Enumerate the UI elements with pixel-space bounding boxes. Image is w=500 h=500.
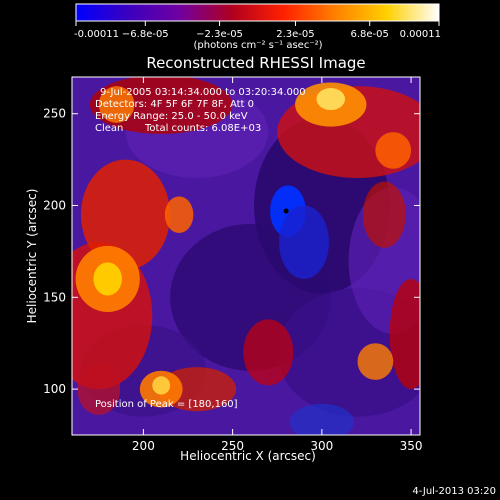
heatmap-blob	[93, 262, 122, 296]
heatmap-blob	[98, 86, 135, 123]
y-tick-label: 200	[43, 199, 66, 213]
colorbar-strip	[75, 3, 440, 22]
colorbar: -0.00011 −6.8e-05 −2.3e-05 2.3e-05 6.8e-05 0.…	[74, 3, 441, 51]
heatmap-blob	[164, 196, 194, 234]
y-axis-ticks: 100 150 200 250	[43, 107, 420, 396]
heatmap-blob	[357, 343, 394, 380]
colorbar-tick-label: 0.00011	[400, 29, 441, 40]
heatmap-blob	[375, 132, 412, 169]
x-axis-label: Heliocentric X (arcsec)	[180, 449, 316, 463]
plot-frame	[71, 76, 421, 436]
x-tick-label: 350	[400, 439, 423, 453]
x-axis-ticks: 200 250 300 350	[132, 77, 423, 453]
colorbar-tick-label: −2.3e-05	[196, 29, 243, 40]
colorbar-tick-label: −6.8e-05	[122, 29, 169, 40]
chart-title: Reconstructed RHESSI Image	[146, 54, 365, 72]
colorbar-units: (photons cm⁻² s⁻¹ asec⁻²)	[193, 40, 322, 51]
annotation-time-range: 9-Jul-2005 03:14:34.000 to 03:20:34.000	[100, 87, 306, 98]
annotation-detectors: Detectors: 4F 5F 6F 7F 8F, Att 0	[95, 99, 254, 110]
heatmap-blob	[152, 376, 171, 395]
y-tick-label: 250	[43, 107, 66, 121]
heatmap-blob	[289, 403, 354, 435]
annotation-energy: Energy Range: 25.0 - 50.0 keV	[95, 111, 248, 122]
x-tick-label: 250	[221, 439, 244, 453]
x-tick-label: 200	[132, 439, 155, 453]
colorbar-ticks: -0.00011 −6.8e-05 −2.3e-05 2.3e-05 6.8e-05 0.…	[74, 21, 441, 40]
plot-area	[72, 77, 420, 435]
y-tick-label: 150	[43, 290, 66, 304]
heatmap-blob	[243, 319, 294, 386]
y-tick-label: 100	[43, 382, 66, 396]
heatmap-blob	[316, 88, 346, 111]
colorbar-tick-label: 6.8e-05	[351, 29, 389, 40]
peak-marker	[283, 208, 289, 214]
heatmap-blobs	[72, 77, 420, 435]
annotation-total-counts: Total counts: 6.08E+03	[144, 123, 261, 134]
x-tick-label: 300	[310, 439, 333, 453]
heatmap-blob	[362, 181, 406, 248]
colorbar-tick-label: 2.3e-05	[276, 29, 314, 40]
heatmap-blob	[389, 278, 420, 390]
y-axis-label: Heliocentric Y (arcsec)	[25, 189, 39, 324]
heatmap-blob	[77, 363, 121, 415]
heatmap-blob	[279, 205, 329, 279]
annotation-clean: Clean	[95, 123, 123, 134]
heatmap-blob	[80, 159, 171, 270]
footer-timestamp: 4-Jul-2013 03:20	[412, 486, 496, 497]
colorbar-tick-label: -0.00011	[74, 29, 119, 40]
annotation-peak-position: Position of Peak = [180,160]	[95, 399, 238, 410]
